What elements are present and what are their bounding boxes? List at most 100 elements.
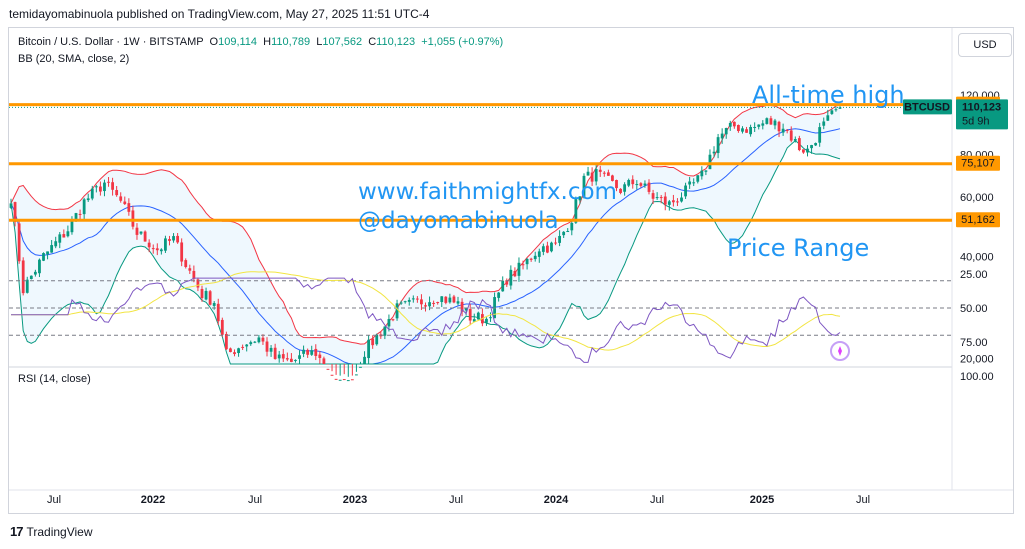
candle-body (298, 355, 301, 359)
countdown-text: 5d 9h (962, 115, 990, 127)
candle-body (74, 213, 78, 221)
tradingview-brand: TradingView (26, 524, 93, 539)
candle-body (123, 201, 127, 205)
candle-body (29, 275, 33, 280)
rsi-legend[interactable]: RSI (14, close) (18, 373, 91, 385)
candle-body (176, 235, 180, 243)
candle-body (541, 246, 545, 252)
tv-sparkle-icon-ring (830, 341, 850, 361)
candle-body (50, 245, 54, 253)
candle-body (424, 305, 427, 307)
candle-body (533, 255, 537, 260)
high-value: 110,789 (271, 36, 311, 48)
candle-body (17, 223, 21, 262)
candle-body (33, 271, 37, 275)
time-tick-label: Jul (248, 494, 262, 506)
candle-body (21, 260, 25, 294)
candle-body (265, 341, 269, 352)
candle-body (513, 270, 517, 277)
candle-body (99, 186, 102, 192)
candle-body (107, 181, 110, 183)
candle-body (38, 259, 41, 274)
bb-legend[interactable]: BB (20, SMA, close, 2) (18, 53, 130, 65)
candle-body (692, 182, 696, 184)
candle-body (452, 296, 456, 303)
candle-body (359, 366, 362, 368)
candle-body (151, 248, 155, 250)
range-top-tag (956, 155, 1000, 171)
candle-body (728, 122, 732, 127)
candle-body (403, 301, 407, 303)
candle-body (501, 280, 505, 292)
candle-body (115, 190, 119, 196)
candle-body (460, 301, 464, 312)
time-tick-label: 2024 (544, 494, 569, 506)
candle-body (432, 302, 436, 304)
candle-body (517, 262, 521, 276)
candle-body (58, 234, 62, 243)
range-bottom-tag-text: 51,162 (961, 214, 995, 226)
candle-body (428, 302, 431, 307)
candle-body (476, 312, 480, 320)
candle-body (590, 172, 594, 182)
candle-body (204, 290, 208, 300)
candle-body (619, 188, 622, 193)
candle-body (367, 339, 371, 359)
candle-body (594, 169, 598, 182)
candle-body (712, 151, 716, 154)
candle-body (574, 199, 578, 223)
candle-body (25, 279, 29, 293)
candle-body (245, 344, 249, 347)
candle-body (834, 109, 838, 111)
candle-body (606, 172, 610, 176)
candle-body (765, 118, 769, 124)
close-label: C (368, 36, 377, 48)
candle-body (578, 196, 582, 201)
currency-button[interactable]: USD (958, 33, 1012, 57)
candle-body (42, 253, 45, 261)
candle-body (70, 219, 74, 233)
candle-body (566, 231, 570, 233)
candle-body (745, 129, 748, 133)
candle-body (688, 181, 692, 185)
candle-body (537, 251, 541, 257)
candle-body (415, 298, 419, 300)
candle-body (13, 202, 17, 223)
candle-body (229, 348, 232, 353)
symbol-title: Bitcoin / U.S. Dollar · 1W · BITSTAMP (18, 36, 204, 48)
candle-body (684, 185, 687, 197)
price-tick-label: 20,000 (960, 353, 994, 365)
candle-body (249, 342, 253, 345)
candle-body (253, 341, 257, 343)
candle-body (830, 110, 834, 114)
time-tick-label: Jul (650, 494, 664, 506)
rsi-tick-label: 50.00 (960, 303, 988, 315)
candle-body (667, 201, 671, 205)
candle-body (806, 148, 809, 153)
rsi-line (11, 277, 841, 363)
rsi-tick-label: 100.00 (960, 371, 994, 383)
candle-body (700, 170, 704, 177)
candle-body (82, 199, 86, 215)
candle-body (391, 319, 395, 321)
candle-body (62, 234, 66, 238)
annotation-handle: @dayomabinuola (358, 208, 559, 234)
candle-body (216, 303, 220, 322)
candle-body (306, 349, 310, 355)
candle-body (696, 175, 700, 182)
close-value: 110,123 (376, 36, 416, 48)
candle-body (127, 203, 131, 212)
candle-body (468, 309, 472, 321)
candle-body (793, 139, 797, 141)
candle-body (86, 198, 90, 201)
candle-body (724, 128, 728, 135)
candle-body (436, 302, 440, 304)
candle-body (489, 317, 492, 319)
candle-body (554, 242, 557, 244)
candle-body (273, 347, 277, 360)
chart-frame[interactable] (8, 27, 1014, 514)
tv-sparkle-icon (830, 341, 850, 361)
candle-body (472, 319, 476, 322)
candle-body (346, 380, 350, 382)
